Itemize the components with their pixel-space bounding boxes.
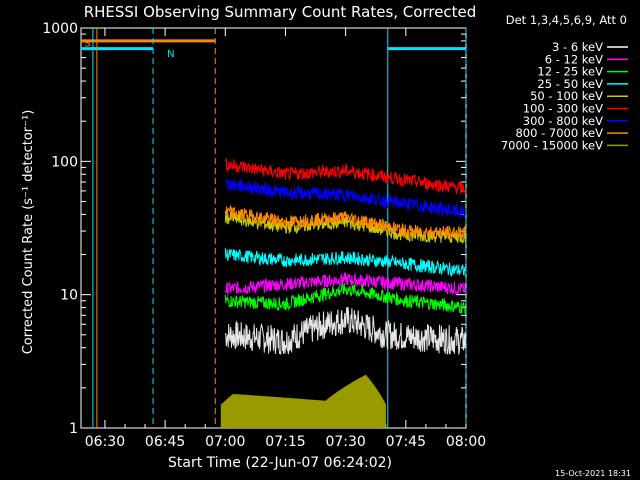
legend-label: 300 - 800 keV: [523, 114, 603, 128]
legend-label: 3 - 6 keV: [552, 40, 603, 54]
series-line: [224, 282, 466, 314]
legend-label: 7000 - 15000 keV: [501, 138, 603, 152]
y-tick-label: 100: [51, 154, 78, 170]
series-line: [224, 247, 466, 277]
x-tick-label: 07:00: [205, 434, 245, 450]
x-tick-label: 08:00: [446, 434, 486, 450]
series-line: [220, 374, 386, 428]
series-line: [224, 178, 466, 218]
y-tick-label: 10: [60, 288, 78, 304]
x-tick-label: 06:45: [145, 434, 185, 450]
chart-title: RHESSI Observing Summary Count Rates, Co…: [84, 3, 477, 21]
y-axis: 1 10 100 1000: [42, 21, 466, 437]
series-line: [224, 211, 466, 245]
status-annotation: S: [84, 38, 90, 49]
legend-label: 50 - 100 keV: [530, 89, 603, 103]
x-tick-label: 06:30: [85, 434, 125, 450]
x-axis-label: Start Time (22-Jun-07 06:24:02): [168, 455, 392, 471]
legend-label: 12 - 25 keV: [537, 65, 603, 79]
date-stamp: 15-Oct-2021 18:31: [555, 469, 631, 478]
status-bars: SN: [81, 28, 467, 428]
series-line: [225, 158, 466, 195]
series-line: [224, 204, 466, 240]
series-line: [224, 306, 466, 355]
legend-label: 100 - 300 keV: [523, 102, 603, 116]
legend-label: 6 - 12 keV: [545, 52, 603, 66]
series-group: [220, 158, 466, 428]
status-annotation: N: [167, 49, 174, 60]
y-axis-label: Corrected Count Rate (s⁻¹ detector⁻¹): [21, 110, 36, 355]
x-tick-label: 07:45: [386, 434, 426, 450]
y-tick-label: 1000: [42, 21, 78, 37]
x-tick-label: 07:30: [325, 434, 365, 450]
series-line: [224, 271, 466, 296]
y-tick-label: 1: [69, 421, 78, 437]
legend-title: Det 1,3,4,5,6,9, Att 0: [506, 13, 627, 27]
legend-label: 25 - 50 keV: [537, 77, 603, 91]
x-tick-label: 07:15: [265, 434, 305, 450]
legend-label: 800 - 7000 keV: [515, 126, 603, 140]
